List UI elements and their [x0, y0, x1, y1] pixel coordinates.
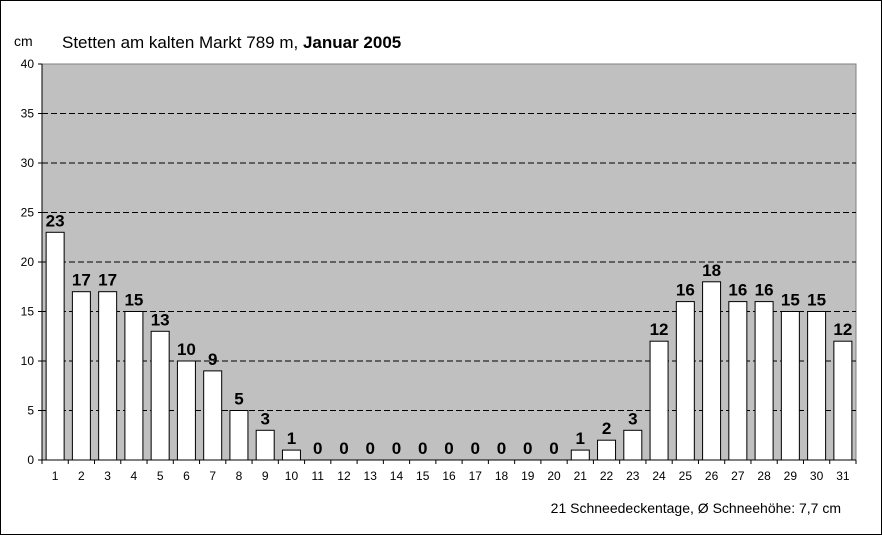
data-label: 16	[755, 281, 774, 300]
x-tick-label: 17	[469, 469, 483, 483]
data-label: 12	[833, 320, 852, 339]
bar	[176, 360, 196, 461]
y-tick-label: 15	[21, 305, 35, 319]
bar	[649, 340, 669, 461]
data-label: 0	[444, 439, 453, 458]
data-label: 13	[151, 310, 170, 329]
data-label: 3	[628, 409, 637, 428]
x-tick-label: 1	[52, 469, 59, 483]
bar	[623, 429, 643, 461]
data-label: 0	[497, 439, 506, 458]
data-label: 0	[339, 439, 348, 458]
x-tick-label: 20	[547, 469, 561, 483]
bar	[281, 449, 301, 461]
data-label: 0	[365, 439, 374, 458]
x-tick-label: 23	[626, 469, 640, 483]
x-tick-label: 6	[183, 469, 190, 483]
y-tick-label: 10	[21, 354, 35, 368]
x-tick-label: 12	[337, 469, 351, 483]
data-label: 15	[124, 291, 143, 310]
y-tick-label: 0	[27, 453, 34, 467]
bar	[754, 301, 774, 461]
bar	[71, 291, 91, 461]
x-tick-label: 10	[285, 469, 299, 483]
bar	[728, 301, 748, 461]
x-tick-label: 28	[757, 469, 771, 483]
y-tick-label: 30	[21, 156, 35, 170]
data-label: 9	[208, 350, 217, 369]
y-tick-label: 40	[21, 57, 35, 71]
x-tick-label: 3	[104, 469, 111, 483]
data-label: 2	[602, 419, 611, 438]
x-tick-label: 21	[574, 469, 588, 483]
data-label: 10	[177, 340, 196, 359]
data-label: 0	[549, 439, 558, 458]
x-tick-label: 24	[652, 469, 666, 483]
bar	[124, 311, 144, 461]
data-label: 17	[72, 271, 91, 290]
x-tick-label: 31	[836, 469, 850, 483]
data-label: 0	[313, 439, 322, 458]
y-tick-label: 20	[21, 255, 35, 269]
bar	[229, 410, 249, 461]
bar	[150, 330, 170, 461]
x-tick-label: 22	[600, 469, 614, 483]
y-tick-label: 25	[21, 206, 35, 220]
data-label: 0	[523, 439, 532, 458]
data-label: 23	[46, 211, 65, 230]
data-label: 1	[576, 429, 585, 448]
y-axis-label: cm	[14, 33, 33, 49]
x-tick-label: 16	[442, 469, 456, 483]
chart-title-place: Stetten am kalten Markt 789 m,	[62, 33, 303, 52]
x-tick-label: 5	[157, 469, 164, 483]
bar	[833, 340, 853, 461]
data-label: 0	[471, 439, 480, 458]
x-tick-label: 13	[364, 469, 378, 483]
data-label: 16	[728, 281, 747, 300]
bar	[570, 449, 590, 461]
data-label: 1	[287, 429, 296, 448]
bar	[45, 231, 65, 461]
x-tick-label: 18	[495, 469, 509, 483]
bar	[675, 301, 695, 461]
x-tick-label: 25	[679, 469, 693, 483]
bar	[702, 281, 722, 461]
data-label: 15	[807, 291, 826, 310]
x-tick-label: 2	[78, 469, 85, 483]
bar	[255, 429, 275, 461]
bar	[203, 370, 223, 461]
x-tick-label: 19	[521, 469, 535, 483]
x-tick-label: 26	[705, 469, 719, 483]
data-label: 0	[392, 439, 401, 458]
summary-annotation: 21 Schneedeckentage, Ø Schneehöhe: 7,7 c…	[551, 500, 841, 516]
x-tick-label: 11	[311, 469, 324, 483]
x-tick-label: 9	[262, 469, 269, 483]
data-label: 3	[260, 409, 269, 428]
x-tick-label: 27	[731, 469, 745, 483]
data-label: 18	[702, 261, 721, 280]
x-tick-label: 7	[209, 469, 216, 483]
y-tick-label: 5	[27, 404, 34, 418]
data-label: 16	[676, 281, 695, 300]
data-label: 15	[781, 291, 800, 310]
chart-title-month: Januar 2005	[303, 33, 401, 52]
bar	[98, 291, 118, 461]
chart-title: Stetten am kalten Markt 789 m, Januar 20…	[62, 33, 401, 52]
data-label: 5	[234, 390, 243, 409]
x-tick-label: 29	[784, 469, 798, 483]
x-tick-label: 30	[810, 469, 824, 483]
data-label: 12	[650, 320, 669, 339]
bar	[597, 439, 617, 461]
data-label: 17	[98, 271, 117, 290]
bar	[807, 311, 827, 461]
data-label: 0	[418, 439, 427, 458]
y-tick-label: 35	[21, 107, 35, 121]
bar	[780, 311, 800, 461]
x-tick-label: 8	[236, 469, 243, 483]
x-tick-label: 15	[416, 469, 430, 483]
x-tick-label: 4	[131, 469, 138, 483]
x-tick-label: 14	[390, 469, 404, 483]
